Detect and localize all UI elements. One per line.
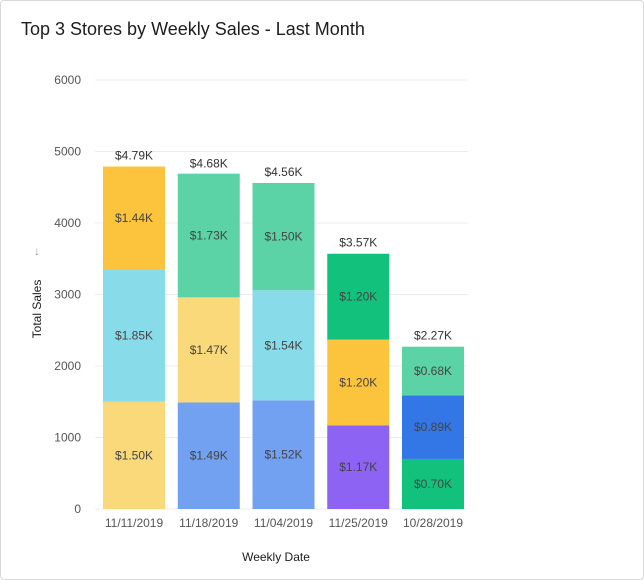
bar-segment — [327, 253, 390, 340]
x-tick-label: 11/25/2019 — [329, 516, 388, 530]
y-tick-label: 3000 — [54, 288, 81, 302]
y-tick-label: 6000 — [54, 73, 81, 87]
bar-segment-label: $1.47K — [190, 343, 228, 357]
bar-segment-label: $1.17K — [339, 460, 377, 474]
arrow-down-icon: ↓ — [34, 244, 40, 258]
bar-segment-label: $1.20K — [339, 290, 377, 304]
bar-segment-label: $1.50K — [115, 448, 153, 462]
bar-total-label: $3.57K — [339, 236, 377, 250]
bar-segment — [103, 269, 165, 402]
y-tick-label: 0 — [74, 502, 81, 516]
bar-total-label: $4.79K — [115, 149, 153, 163]
bar-total-label: $2.27K — [414, 329, 452, 343]
x-axis-title: Weekly Date — [242, 550, 310, 564]
y-axis-title: Total Sales — [30, 280, 44, 339]
bar-segment-label: $0.68K — [414, 364, 452, 378]
bar-segment-label: $1.20K — [339, 375, 377, 389]
bar-total-label: $4.56K — [264, 165, 302, 179]
bar-segment — [402, 346, 464, 396]
bar-segment — [252, 400, 315, 509]
bar-segment — [252, 290, 315, 401]
y-tick-label: 1000 — [54, 431, 81, 445]
bar-segment-label: $1.85K — [115, 329, 153, 343]
bar-segment-label: $0.89K — [414, 420, 452, 434]
x-tick-label: 11/18/2019 — [179, 516, 238, 530]
x-tick-label: 11/11/2019 — [105, 516, 164, 530]
bar-segment — [402, 458, 464, 509]
bar-segment-label: $1.54K — [264, 338, 302, 352]
x-tick-label: 10/28/2019 — [403, 516, 463, 530]
bar-segment-label: $1.73K — [190, 229, 228, 243]
bar-segment — [103, 166, 165, 270]
bar-segment — [103, 401, 165, 509]
bar-segment — [177, 297, 240, 403]
x-tick-label: 11/04/2019 — [254, 516, 313, 530]
bar-segment — [177, 173, 240, 298]
bar-segment — [252, 182, 315, 291]
bar-total-label: $4.68K — [190, 156, 228, 170]
y-tick-label: 4000 — [54, 216, 81, 230]
bar-segment — [177, 402, 240, 509]
y-tick-label: 2000 — [54, 359, 81, 373]
bar-segment-label: $1.44K — [115, 211, 153, 225]
bar-segment — [327, 425, 390, 509]
bar-segment — [327, 339, 390, 426]
bar-segment-label: $0.70K — [414, 477, 452, 491]
chart-title: Top 3 Stores by Weekly Sales - Last Mont… — [21, 19, 365, 39]
bar-segment-label: $1.52K — [264, 448, 302, 462]
y-tick-label: 5000 — [54, 145, 81, 159]
bar-segment — [402, 395, 464, 459]
bar-segment-label: $1.50K — [264, 230, 302, 244]
bar-segment-label: $1.49K — [190, 449, 228, 463]
